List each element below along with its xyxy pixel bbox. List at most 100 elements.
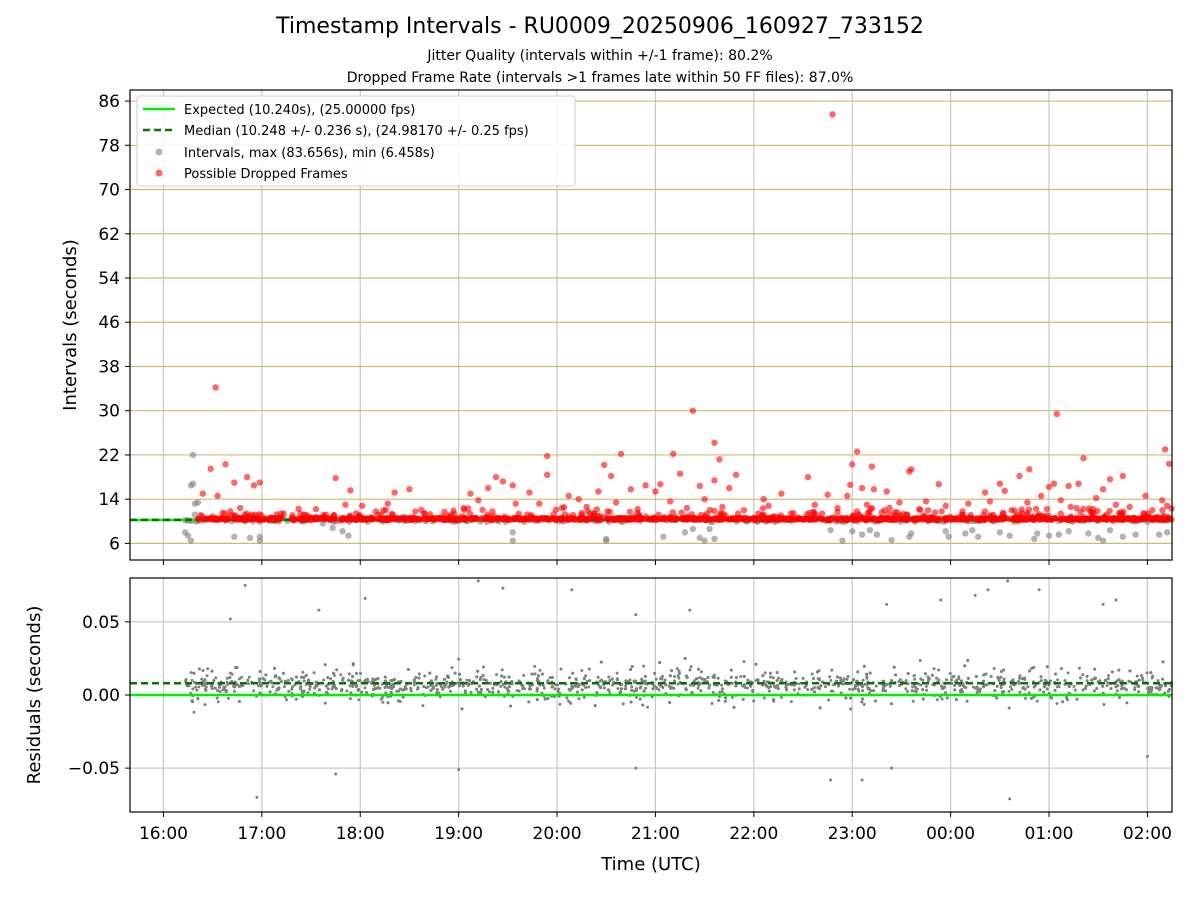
- dropped-frame-point: [1018, 509, 1026, 516]
- interval-point: [1156, 531, 1163, 538]
- residual-point: [543, 697, 547, 701]
- residual-point: [959, 690, 963, 694]
- residual-point: [937, 668, 941, 672]
- residual-point: [1103, 678, 1107, 682]
- residual-point: [230, 679, 234, 683]
- residual-point: [386, 701, 390, 705]
- residual-point: [326, 687, 330, 691]
- residual-point: [885, 682, 889, 686]
- residual-point: [1150, 676, 1154, 680]
- residual-point: [954, 698, 958, 702]
- residual-point: [1026, 685, 1030, 689]
- residual-point: [501, 586, 505, 590]
- dropped-frame-point: [831, 514, 838, 521]
- residual-point: [1139, 674, 1143, 678]
- dropped-frame-point: [908, 466, 915, 473]
- residual-point: [324, 684, 328, 688]
- residual-point: [690, 691, 694, 695]
- interval-point: [974, 533, 982, 540]
- residual-point: [484, 678, 488, 682]
- residual-point: [885, 602, 889, 606]
- residual-point: [570, 588, 574, 592]
- dropped-frame-point: [606, 508, 614, 516]
- residual-point: [699, 689, 703, 693]
- residual-point: [210, 684, 214, 688]
- residual-point: [1127, 679, 1131, 683]
- residual-point: [729, 668, 733, 672]
- dropped-frame-point: [878, 509, 885, 516]
- residual-point: [1092, 689, 1096, 693]
- residual-point: [1049, 696, 1053, 700]
- dropped-frame-point: [701, 512, 709, 520]
- residual-point: [417, 676, 421, 680]
- residual-point: [326, 676, 330, 680]
- dropped-frame-point: [742, 514, 750, 522]
- dropped-frame-point: [774, 514, 782, 521]
- residual-point: [993, 689, 997, 693]
- dropped-frame-point: [696, 482, 703, 490]
- residual-point: [707, 686, 711, 690]
- residual-point: [610, 677, 614, 681]
- residual-point: [963, 664, 967, 668]
- residual-point: [982, 685, 986, 689]
- dropped-frame-point: [617, 450, 625, 458]
- residual-point: [1061, 700, 1065, 704]
- residual-point: [892, 665, 896, 669]
- dropped-frame-point: [512, 500, 519, 507]
- dropped-frame-point: [231, 512, 238, 519]
- dropped-frame-point: [426, 510, 434, 518]
- residual-point: [283, 679, 287, 683]
- residual-point: [200, 677, 204, 681]
- dropped-frame-point: [965, 500, 972, 507]
- residual-point: [530, 672, 534, 676]
- dropped-frame-point: [657, 481, 664, 488]
- residual-point: [953, 688, 957, 692]
- residual-point: [450, 666, 454, 670]
- dropped-frame-point: [464, 505, 472, 512]
- residual-point: [710, 701, 714, 705]
- residual-point: [768, 675, 772, 679]
- residual-point: [811, 677, 815, 681]
- dropped-frame-point: [207, 465, 214, 472]
- residual-point: [215, 696, 219, 700]
- dropped-frame-point: [1158, 497, 1166, 504]
- residual-point: [1124, 688, 1128, 692]
- residual-point: [1039, 675, 1043, 679]
- residual-point: [264, 673, 268, 677]
- residual-point: [634, 613, 638, 617]
- residual-point: [776, 676, 780, 680]
- dropped-frame-point: [596, 513, 603, 520]
- residual-point: [576, 685, 580, 689]
- residual-point: [476, 579, 480, 583]
- residual-point: [574, 684, 578, 688]
- residual-point: [383, 675, 387, 679]
- residual-point: [711, 690, 715, 694]
- dropped-frame-point: [536, 500, 543, 507]
- residual-point: [528, 687, 532, 691]
- residual-point: [817, 677, 821, 681]
- residual-point: [675, 667, 679, 671]
- dropped-frame-point: [1034, 513, 1041, 520]
- residual-point: [696, 667, 700, 671]
- dropped-frame-point: [924, 507, 932, 514]
- residual-point: [696, 686, 700, 690]
- residual-point: [776, 683, 780, 687]
- residual-point: [332, 683, 336, 687]
- dropped-frame-point: [543, 471, 551, 479]
- interval-point: [339, 528, 346, 535]
- dropped-frame-point: [332, 474, 339, 482]
- residual-point: [355, 685, 359, 689]
- residual-point: [550, 676, 554, 680]
- residual-point: [553, 687, 557, 691]
- residual-point: [1045, 665, 1049, 669]
- dropped-frame-point: [380, 507, 387, 514]
- residual-point: [663, 678, 667, 682]
- residual-point: [641, 703, 645, 707]
- interval-point: [706, 525, 713, 533]
- residual-point: [996, 676, 1000, 680]
- residual-point: [458, 678, 462, 682]
- dropped-frame-point: [407, 514, 415, 521]
- residual-point: [381, 700, 385, 704]
- residual-point: [912, 674, 916, 678]
- residual-point: [751, 688, 755, 692]
